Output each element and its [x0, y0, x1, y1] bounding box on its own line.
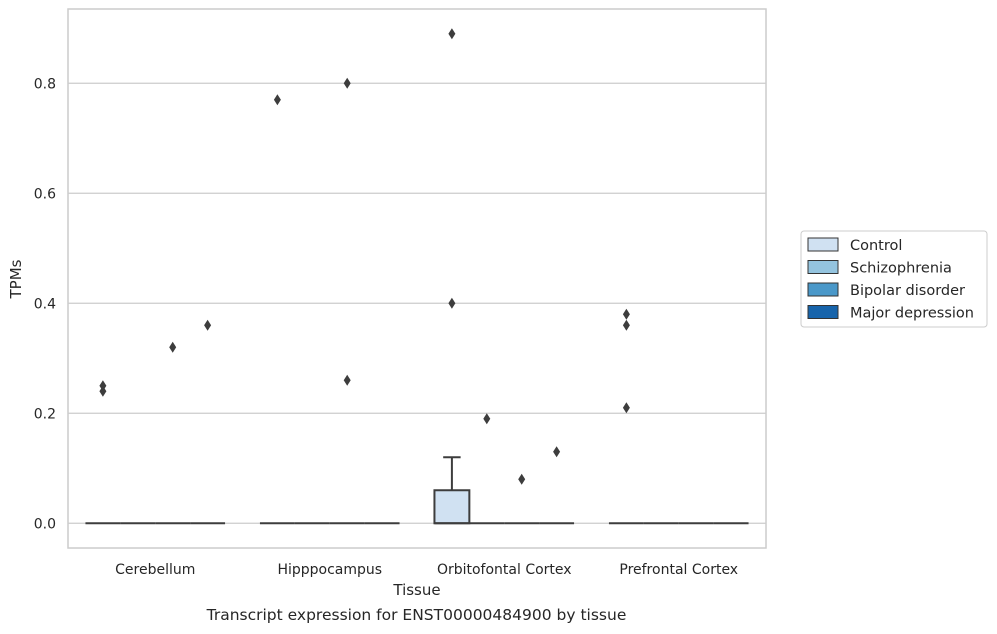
y-tick-label: 0.0 [34, 516, 56, 532]
legend-swatch [807, 237, 839, 252]
outlier-point [169, 341, 177, 353]
legend-label: Control [850, 238, 902, 254]
y-tick-label: 0.2 [34, 406, 56, 422]
x-tick-label: Orbitofontal Cortex [437, 562, 572, 578]
outlier-point [204, 319, 212, 331]
legend-swatch [807, 260, 839, 274]
box-group [504, 473, 540, 525]
outlier-point [448, 28, 456, 40]
x-tick-labels: Cerebellum Hipppocampus Orbitofontal Corte… [115, 562, 738, 578]
box-group [608, 308, 644, 525]
box-group [155, 341, 191, 525]
legend-label: Schizophrenia [850, 261, 952, 277]
box-group [469, 413, 505, 525]
y-tick-labels: 0.0 0.2 0.4 0.6 0.8 [34, 76, 56, 532]
x-tick-label: Prefrontal Cortex [619, 562, 738, 578]
outlier-point [622, 402, 630, 414]
outlier-point [99, 380, 107, 392]
box-group [259, 94, 295, 525]
legend-frame [800, 230, 988, 328]
y-axis-label: TPMs [7, 259, 25, 299]
legend-label: Bipolar disorder [850, 283, 965, 299]
outlier-point [518, 473, 526, 485]
outlier-point [622, 319, 630, 331]
outlier-point [343, 374, 351, 386]
legend-swatch [807, 305, 839, 319]
outlier-point [273, 94, 281, 106]
outlier-point [343, 77, 351, 89]
outlier-point [553, 446, 561, 458]
legend: Control Schizophrenia Bipolar disorder Majo… [800, 230, 988, 328]
outlier-point [622, 308, 630, 320]
outlier-point [448, 297, 456, 309]
x-tick-label: Cerebellum [115, 562, 195, 578]
box-group [190, 319, 226, 525]
legend-label: Major depression [850, 306, 974, 322]
box-group [85, 380, 121, 525]
box-group [433, 28, 471, 525]
box [433, 489, 471, 525]
outlier-point [483, 413, 491, 425]
box-group [539, 446, 575, 525]
x-tick-label: Hipppocampus [277, 562, 382, 578]
y-tick-label: 0.4 [34, 296, 56, 312]
plot-area-frame [67, 8, 767, 549]
box-layer [85, 28, 749, 525]
y-tick-label: 0.8 [34, 76, 56, 92]
x-axis-label: Tissue [392, 581, 440, 599]
box-group [329, 77, 365, 525]
grid-lines [68, 82, 766, 524]
legend-swatch [807, 282, 839, 297]
y-tick-label: 0.6 [34, 186, 56, 202]
chart-caption: Transcript expression for ENST0000048490… [206, 606, 627, 624]
